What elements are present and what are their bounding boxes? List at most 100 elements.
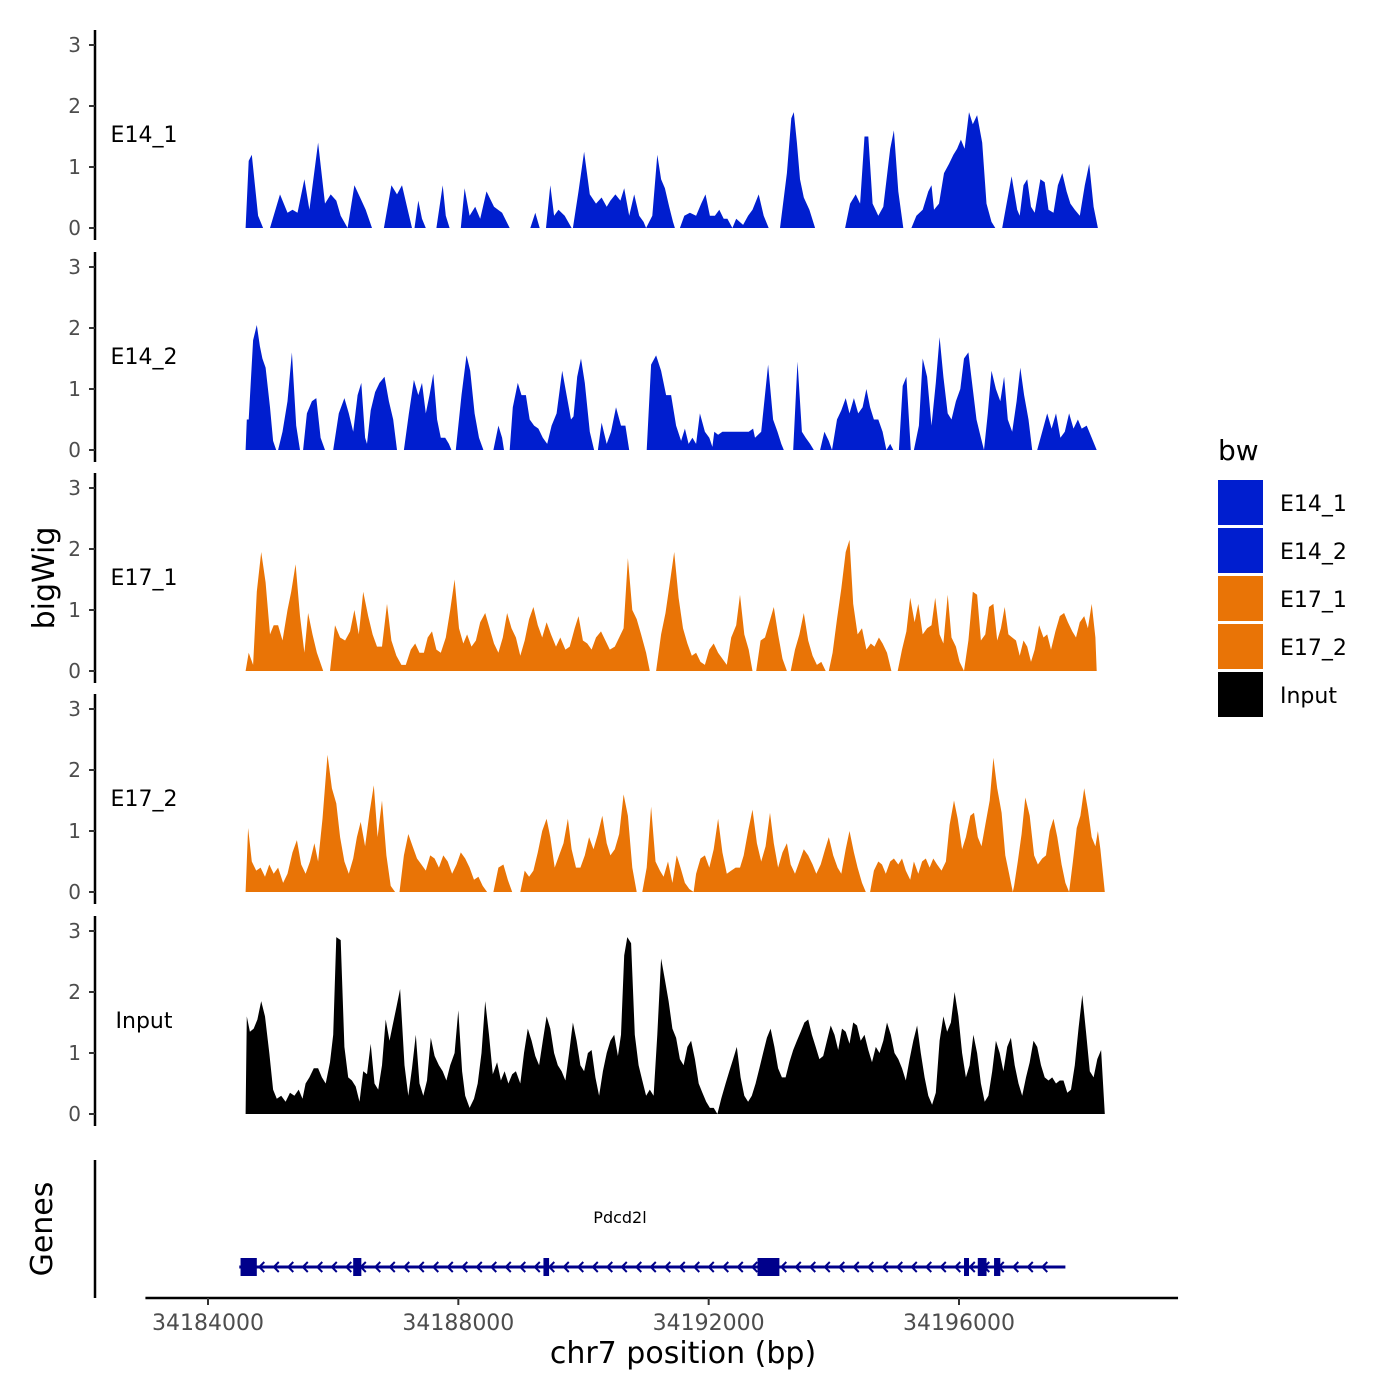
gene-track: Genes Pdcd2l — [25, 1160, 1066, 1298]
exon-block — [977, 1258, 987, 1276]
legend-label-e17_2: E17_2 — [1280, 636, 1347, 661]
y-tick-label: 1 — [68, 1041, 81, 1065]
strand-arrow — [315, 1261, 323, 1273]
coverage-area-e17_2 — [245, 754, 1105, 892]
track-label-e17_2: E17_2 — [111, 787, 178, 812]
strand-arrow — [460, 1261, 468, 1273]
legend-title: bw — [1218, 434, 1259, 467]
exon-block — [543, 1258, 550, 1276]
strand-arrow — [446, 1261, 454, 1273]
strand-arrow — [736, 1261, 744, 1273]
track-label-input: Input — [116, 1009, 173, 1034]
x-tick-label: 34196000 — [903, 1311, 1015, 1336]
strand-arrow — [431, 1261, 439, 1273]
strand-arrow — [968, 1261, 976, 1273]
strand-arrow — [721, 1261, 729, 1273]
legend-swatch-e17_2 — [1218, 624, 1263, 669]
strand-arrow — [634, 1261, 642, 1273]
strand-arrow — [910, 1261, 918, 1273]
track-label-e14_2: E14_2 — [111, 345, 178, 370]
y-tick-label: 0 — [68, 1102, 81, 1126]
y-tick-label: 3 — [68, 919, 81, 943]
strand-arrow — [953, 1261, 961, 1273]
y-axis-label: bigWig — [27, 527, 62, 630]
strand-arrow — [373, 1261, 381, 1273]
strand-arrow — [837, 1261, 845, 1273]
strand-arrow — [678, 1261, 686, 1273]
exon-block — [353, 1258, 362, 1276]
y-tick-label: 1 — [68, 598, 81, 622]
y-tick-label: 1 — [68, 377, 81, 401]
y-tick-label: 1 — [68, 155, 81, 179]
exon-block — [757, 1258, 780, 1276]
y-tick-label: 0 — [68, 659, 81, 683]
y-tick-label: 3 — [68, 255, 81, 279]
strand-arrow — [388, 1261, 396, 1273]
strand-arrow — [402, 1261, 410, 1273]
coverage-area-e17_1 — [245, 539, 1097, 671]
strand-arrow — [272, 1261, 280, 1273]
legend-swatch-e17_1 — [1218, 576, 1263, 621]
strand-arrow — [518, 1261, 526, 1273]
y-tick-label: 0 — [68, 216, 81, 240]
legend-swatch-e14_2 — [1218, 528, 1263, 573]
strand-arrow — [707, 1261, 715, 1273]
legend-label-input: Input — [1280, 684, 1337, 709]
strand-arrow — [591, 1261, 599, 1273]
legend-label-e14_1: E14_1 — [1280, 492, 1347, 517]
coverage-tracks: 0 1 2 3 E14_1 0 1 2 3 E14_2 0 1 2 3 E17_1 0 1 2 3 E17_2 0 1 2 3… — [68, 30, 1105, 1126]
strand-arrow — [750, 1261, 758, 1273]
legend-swatch-e14_1 — [1218, 480, 1263, 525]
coverage-area-e14_1 — [245, 112, 1098, 228]
strand-arrow — [852, 1261, 860, 1273]
legend-label-e14_2: E14_2 — [1280, 540, 1347, 565]
strand-arrow — [1040, 1261, 1048, 1273]
track-panel-e14_2: 0 1 2 3 E14_2 — [68, 252, 1097, 462]
strand-arrow — [576, 1261, 584, 1273]
exon-block — [240, 1258, 257, 1276]
track-panel-input: 0 1 2 3 Input — [68, 916, 1105, 1126]
y-tick-label: 2 — [68, 980, 81, 1004]
track-panel-e14_1: 0 1 2 3 E14_1 — [68, 30, 1098, 240]
strand-arrow — [779, 1261, 787, 1273]
y-tick-label: 2 — [68, 758, 81, 782]
x-tick-label: 34188000 — [402, 1311, 514, 1336]
x-tick-label: 34184000 — [152, 1311, 264, 1336]
y-tick-label: 1 — [68, 819, 81, 843]
y-tick-label: 3 — [68, 476, 81, 500]
strand-arrow — [562, 1261, 570, 1273]
coverage-area-e14_2 — [245, 325, 1097, 450]
strand-arrow — [547, 1261, 555, 1273]
strand-arrow — [504, 1261, 512, 1273]
gene-track-label: Genes — [25, 1182, 60, 1277]
y-tick-label: 0 — [68, 880, 81, 904]
strand-arrow — [301, 1261, 309, 1273]
strand-arrow — [649, 1261, 657, 1273]
legend-swatch-input — [1218, 672, 1263, 717]
coverage-area-input — [245, 937, 1105, 1114]
exon-block — [964, 1258, 970, 1276]
y-tick-label: 2 — [68, 94, 81, 118]
strand-arrow — [533, 1261, 541, 1273]
strand-arrow — [692, 1261, 700, 1273]
strand-arrow — [257, 1261, 265, 1273]
strand-arrow — [939, 1261, 947, 1273]
y-tick-label: 2 — [68, 537, 81, 561]
track-panel-e17_1: 0 1 2 3 E17_1 — [68, 473, 1097, 683]
strand-arrow — [663, 1261, 671, 1273]
track-label-e17_1: E17_1 — [111, 566, 178, 591]
strand-arrow — [620, 1261, 628, 1273]
strand-arrow — [895, 1261, 903, 1273]
strand-arrow — [417, 1261, 425, 1273]
strand-arrow — [475, 1261, 483, 1273]
strand-arrow — [286, 1261, 294, 1273]
x-axis-label: chr7 position (bp) — [550, 1336, 816, 1371]
strand-arrow — [866, 1261, 874, 1273]
strand-arrow — [605, 1261, 613, 1273]
strand-arrow — [823, 1261, 831, 1273]
x-tick-label: 34192000 — [653, 1311, 765, 1336]
strand-arrow — [924, 1261, 932, 1273]
strand-arrow — [489, 1261, 497, 1273]
